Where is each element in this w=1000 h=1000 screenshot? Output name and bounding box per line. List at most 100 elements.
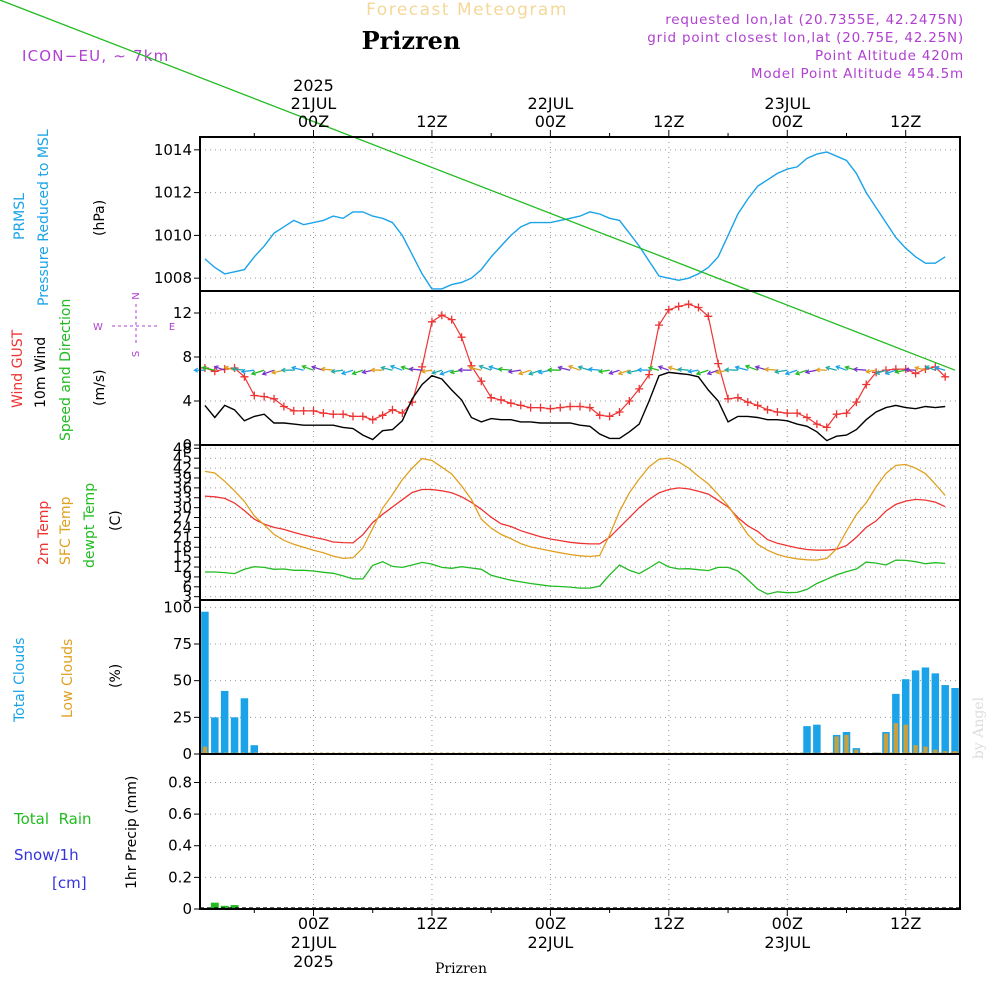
wind-arrow bbox=[0, 0, 956, 371]
time-label-top: 21JUL bbox=[291, 94, 337, 113]
time-label-top: 00Z bbox=[535, 112, 566, 131]
wind-arrow-head bbox=[518, 370, 524, 376]
ytick-label-temperature: 24 bbox=[173, 518, 192, 536]
gust-point bbox=[427, 317, 436, 326]
total-cloud-bar bbox=[803, 726, 811, 754]
gust-point bbox=[309, 406, 318, 415]
wind-arrow-head bbox=[804, 369, 810, 375]
ytick-label-temperature: 30 bbox=[173, 499, 192, 517]
gust-point bbox=[437, 311, 446, 320]
gust-point bbox=[388, 405, 397, 414]
wind-arrow bbox=[302, 365, 314, 371]
gust-point bbox=[625, 397, 634, 405]
gust-point bbox=[260, 392, 269, 401]
wind-arrow bbox=[352, 369, 364, 375]
wind-arrow-head bbox=[507, 368, 513, 374]
wind-arrow-head bbox=[408, 366, 414, 372]
gust-point bbox=[941, 372, 950, 381]
wind-arrow bbox=[241, 369, 255, 373]
gust-point bbox=[733, 393, 742, 402]
panel-frame-precip bbox=[199, 753, 961, 910]
gust-point bbox=[358, 412, 367, 421]
wind-arrow-head bbox=[617, 370, 623, 376]
wind-arrow bbox=[836, 365, 847, 371]
wind-arrow bbox=[568, 365, 581, 371]
wind-arrow-head bbox=[361, 369, 367, 375]
footer-location: Prizren bbox=[435, 961, 487, 977]
wind-arrow bbox=[805, 369, 818, 373]
wind-arrow bbox=[341, 369, 354, 375]
temp-label-sfc: SFC Temp bbox=[58, 496, 74, 565]
ytick-label-temperature: 15 bbox=[173, 548, 192, 566]
time-label-top: 22JUL bbox=[528, 94, 574, 113]
wind-unit: (m/s) bbox=[92, 369, 108, 406]
wind-arrow-head bbox=[439, 370, 445, 376]
wind-arrow bbox=[421, 369, 433, 373]
panel-clouds bbox=[200, 611, 960, 754]
super-title: Forecast Meteogram bbox=[366, 0, 568, 20]
wind-arrow-head bbox=[370, 367, 376, 373]
wind-arrow-head bbox=[567, 364, 573, 370]
total-cloud-bar bbox=[951, 688, 959, 754]
wind-arrow bbox=[331, 369, 344, 373]
wind-arrow-head bbox=[884, 370, 890, 376]
gust-point bbox=[506, 399, 515, 408]
gust-point bbox=[250, 391, 259, 400]
wind-arrow-head bbox=[261, 370, 267, 376]
ytick-label-wind: 8 bbox=[182, 348, 192, 366]
time-label-top: 12Z bbox=[653, 112, 684, 131]
pressure-label-msl: Pressure Reduced to MSL bbox=[36, 129, 52, 306]
wind-arrow bbox=[915, 366, 926, 371]
wind-arrow-head bbox=[695, 370, 701, 376]
time-label-top: 12Z bbox=[416, 112, 447, 131]
gust-point bbox=[210, 367, 219, 376]
gust-point bbox=[842, 409, 851, 418]
wind-arrow bbox=[381, 366, 393, 371]
time-label-bottom: 12Z bbox=[653, 914, 684, 933]
compass-s: S bbox=[131, 351, 142, 357]
wind-arrow-head bbox=[636, 367, 642, 373]
wind-arrow-head bbox=[240, 368, 246, 374]
gust-point bbox=[516, 401, 525, 410]
panel-wind bbox=[0, 0, 956, 442]
gust-point bbox=[566, 402, 575, 411]
temp-sfc-line bbox=[204, 457, 946, 561]
gust-point bbox=[803, 413, 812, 422]
requested-coords: requested lon,lat (20.7355E, 42.2475N) bbox=[665, 12, 964, 28]
wind-arrow bbox=[853, 368, 867, 371]
gust-point bbox=[368, 415, 377, 424]
clouds-label-total: Total Clouds bbox=[12, 638, 28, 723]
precip-label-rain: Total Rain bbox=[13, 810, 92, 828]
ytick-label-temperature: 21 bbox=[173, 528, 192, 546]
ytick-label-precip: 0.4 bbox=[168, 837, 192, 855]
wind-arrow-head bbox=[608, 370, 614, 375]
low-cloud-bar bbox=[844, 734, 849, 754]
wind-arrow-head bbox=[657, 365, 663, 371]
wind-arrow-head bbox=[904, 367, 910, 373]
wind-arrow-head bbox=[547, 367, 553, 373]
gust-point bbox=[497, 395, 506, 404]
precip-label-snow-unit: [cm] bbox=[52, 874, 87, 892]
wind-arrow-head bbox=[794, 370, 801, 376]
ytick-label-precip: 0 bbox=[182, 900, 192, 918]
gust-point bbox=[793, 409, 802, 418]
low-cloud-bar bbox=[202, 746, 208, 754]
ytick-label-clouds: 100 bbox=[163, 598, 192, 616]
total-cloud-bar bbox=[211, 717, 219, 754]
pressure-unit: (hPa) bbox=[92, 200, 108, 236]
total-cloud-bar bbox=[941, 685, 949, 754]
panel-pressure bbox=[204, 151, 946, 290]
gust-point bbox=[812, 420, 821, 429]
wind-arrow-head bbox=[310, 365, 317, 371]
total-cloud-bar bbox=[220, 690, 229, 754]
wind-label-10m: 10m Wind bbox=[33, 337, 49, 408]
location-title: Prizren bbox=[362, 26, 461, 55]
compass-w: W bbox=[93, 322, 103, 333]
wind-arrow-head bbox=[587, 366, 593, 373]
gust-point bbox=[862, 380, 871, 389]
ytick-label-temperature: 27 bbox=[173, 509, 192, 527]
time-label-bottom: 00Z bbox=[535, 914, 566, 933]
ytick-label-temperature: 6 bbox=[182, 578, 192, 596]
low-cloud-bar bbox=[923, 746, 928, 754]
gust-point bbox=[536, 403, 545, 412]
